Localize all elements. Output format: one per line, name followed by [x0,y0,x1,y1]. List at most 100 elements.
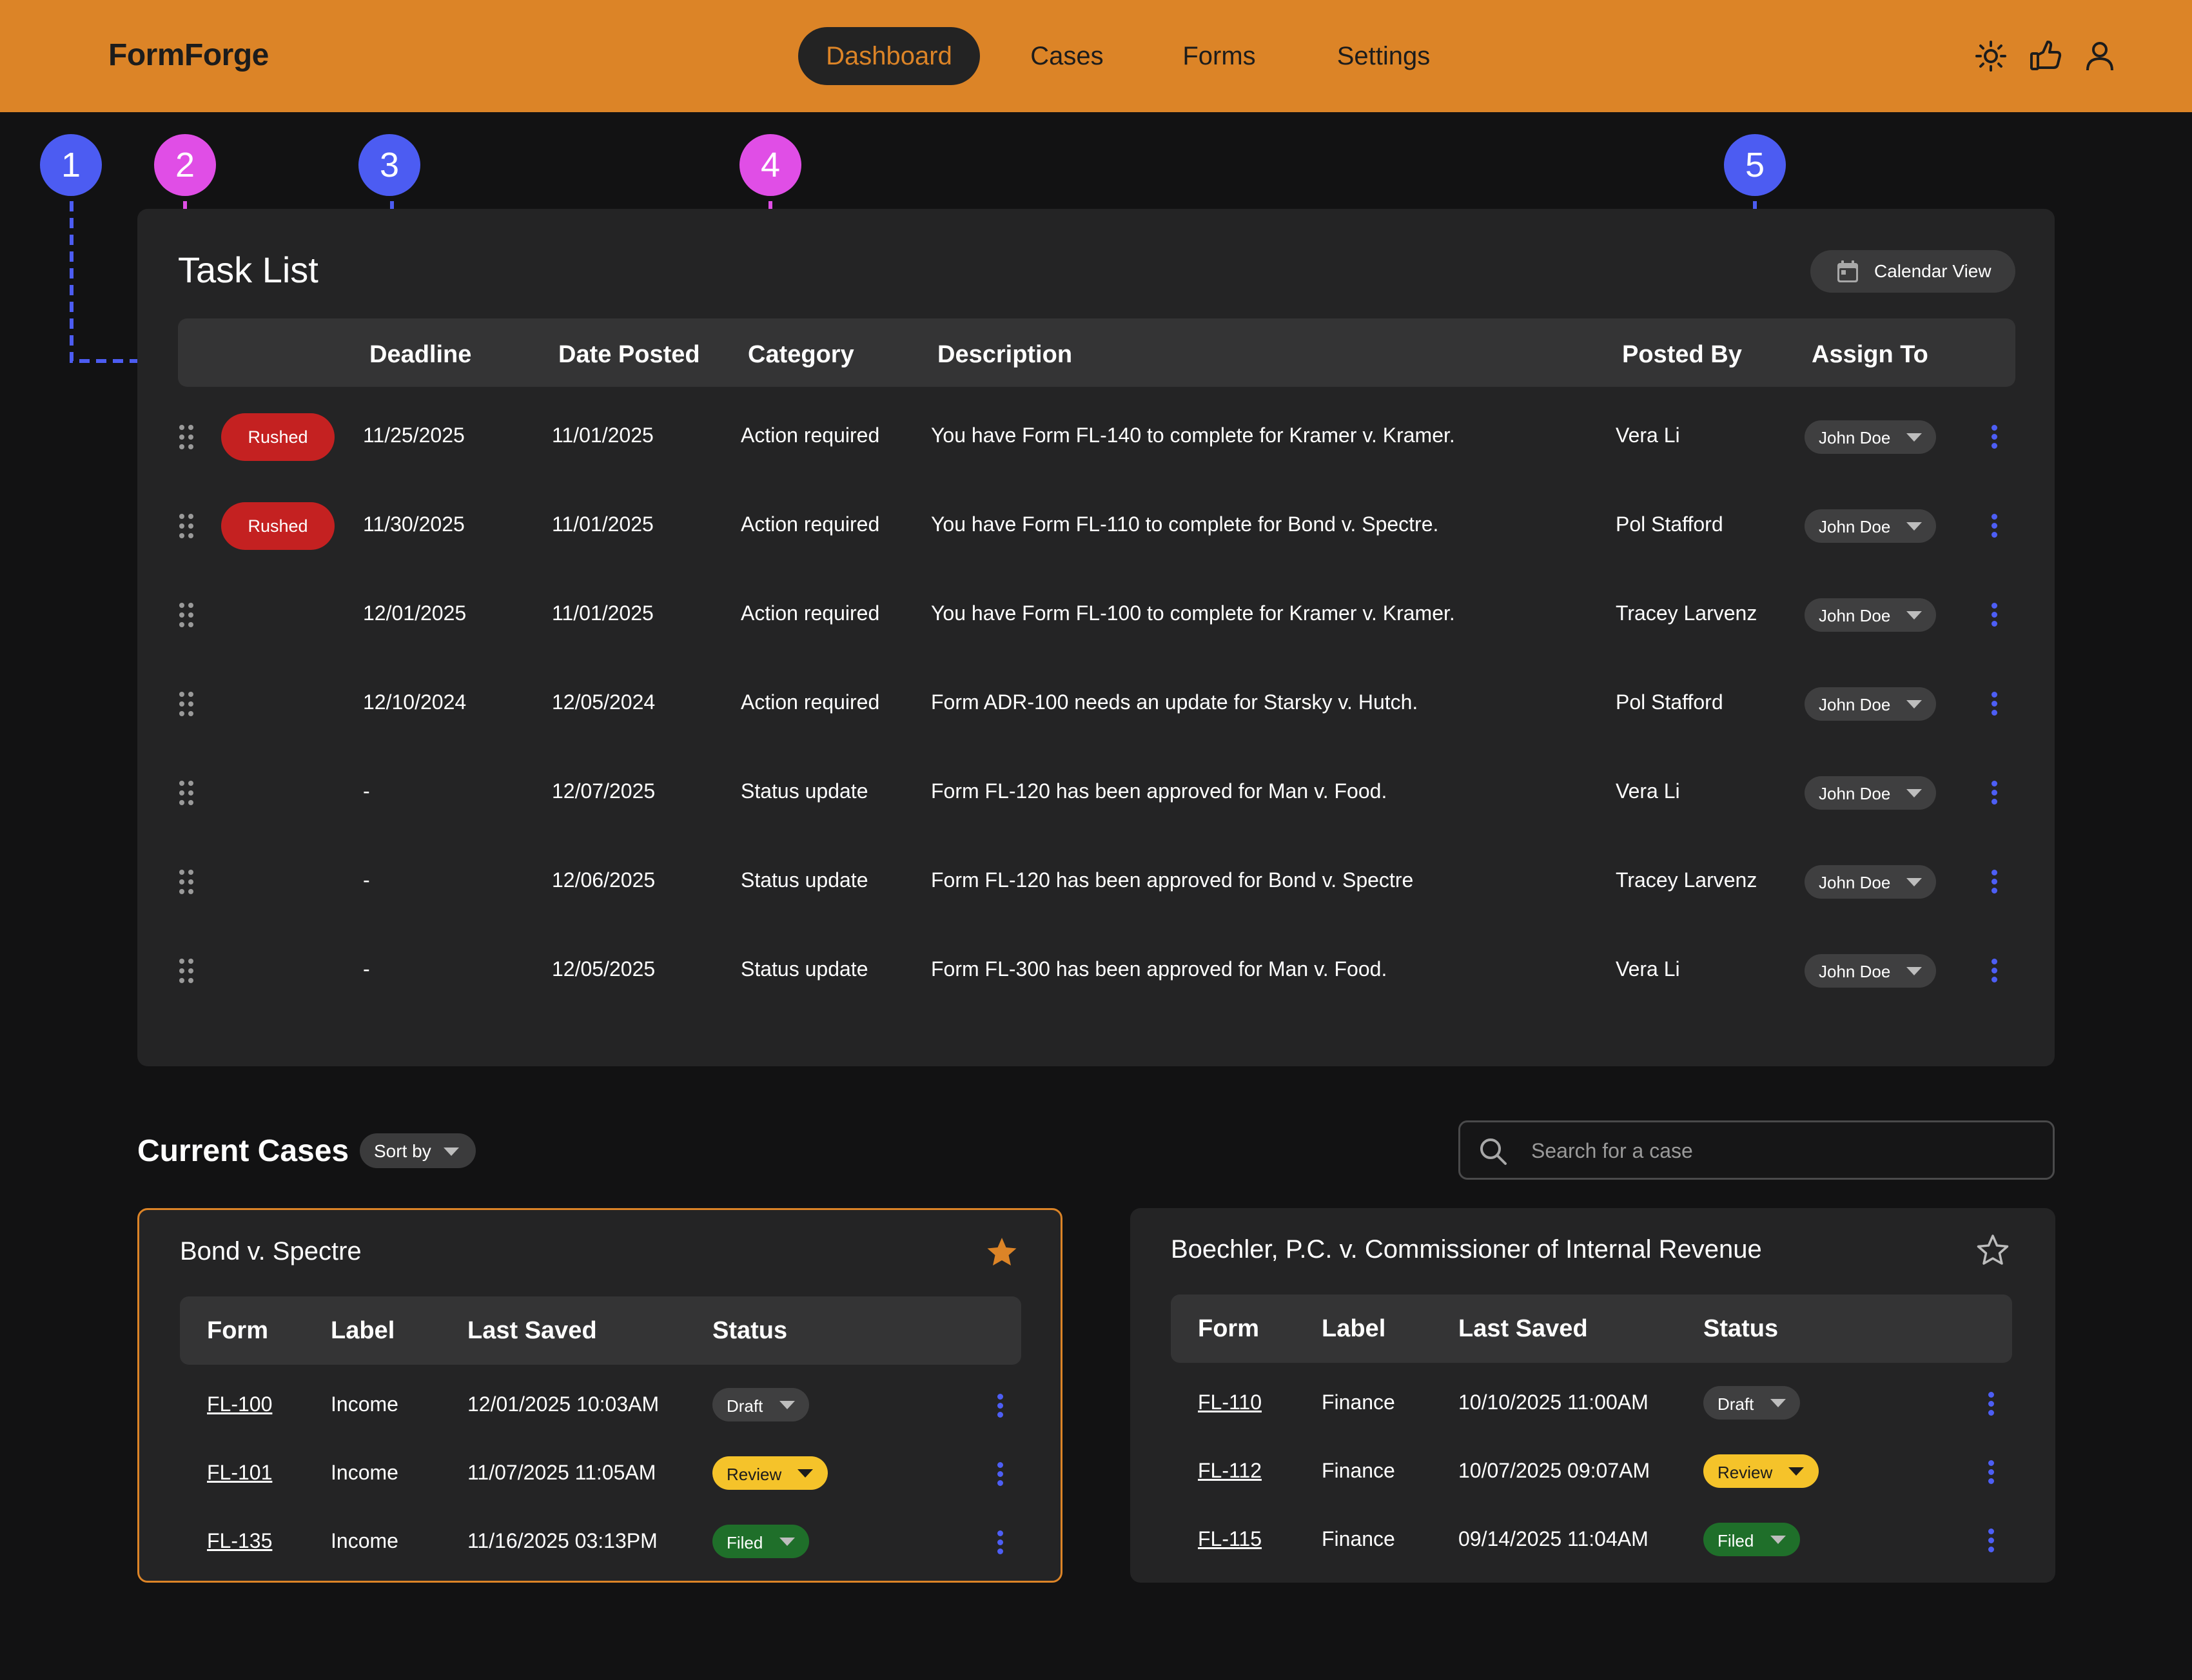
col-deadline[interactable]: Deadline [369,341,472,368]
star-outline-icon[interactable] [1975,1233,2011,1269]
user-icon[interactable] [2080,37,2119,75]
case-search-box[interactable] [1458,1120,2055,1180]
case-table-header: Form Label Last Saved Status [1171,1294,2012,1363]
status-dropdown[interactable]: Draft [1703,1386,1800,1420]
col-last-saved[interactable]: Last Saved [1458,1315,1588,1342]
kebab-dot [1991,532,1997,538]
more-options-icon[interactable] [1981,777,2007,809]
calendar-view-button[interactable]: Calendar View [1810,250,2015,293]
search-input[interactable] [1531,1134,2034,1167]
more-options-icon[interactable] [1981,421,2007,453]
assign-to-dropdown[interactable]: John Doe [1805,687,1936,721]
kebab-dot [1991,781,1997,786]
thumbs-up-icon[interactable] [2026,37,2065,75]
more-options-icon[interactable] [1981,866,2007,898]
case-card-bond-v-spectre[interactable]: Bond v. Spectre Form Label Last Saved St… [137,1208,1062,1583]
star-filled-icon[interactable] [984,1235,1020,1271]
form-link[interactable]: FL-115 [1198,1527,1262,1550]
kebab-dot [1988,1460,1994,1466]
more-options-icon[interactable] [987,1527,1013,1559]
category-cell: Status update [741,868,868,892]
assign-to-dropdown[interactable]: John Doe [1805,954,1936,988]
col-status[interactable]: Status [712,1317,788,1344]
chevron-down-icon [779,1401,795,1409]
case-form-row: FL-135 Income 11/16/2025 03:13PM Filed [139,1509,1064,1577]
assign-to-dropdown[interactable]: John Doe [1805,776,1936,810]
drag-handle-icon[interactable] [178,690,195,718]
col-form[interactable]: Form [1198,1315,1259,1342]
col-assign-to[interactable]: Assign To [1812,341,1928,368]
status-dropdown[interactable]: Review [712,1456,828,1490]
status-dropdown[interactable]: Review [1703,1454,1819,1488]
col-status[interactable]: Status [1703,1315,1779,1342]
form-link[interactable]: FL-112 [1198,1459,1262,1482]
more-options-icon[interactable] [1981,510,2007,542]
last-saved-cell: 10/07/2025 09:07AM [1458,1459,1650,1482]
nav-dashboard[interactable]: Dashboard [798,27,980,85]
more-options-icon[interactable] [1981,688,2007,720]
col-category[interactable]: Category [748,341,854,368]
col-last-saved[interactable]: Last Saved [467,1317,597,1344]
more-options-icon[interactable] [1981,955,2007,987]
more-options-icon[interactable] [1978,1456,2004,1489]
case-name[interactable]: Bond v. Spectre [180,1237,362,1265]
col-form[interactable]: Form [207,1317,268,1344]
description-cell: Form FL-120 has been approved for Man v.… [931,779,1387,803]
task-list-title: Task List [178,249,318,290]
case-form-row: FL-100 Income 12/01/2025 10:03AM Draft [139,1372,1064,1440]
nav-forms[interactable]: Forms [1182,42,1256,70]
assign-to-dropdown[interactable]: John Doe [1805,420,1936,454]
kebab-dot [1991,612,1997,618]
more-options-icon[interactable] [1978,1525,2004,1557]
status-dropdown[interactable]: Draft [712,1388,809,1421]
rushed-badge: Rushed [221,502,335,550]
drag-handle-icon[interactable] [178,868,195,895]
sun-icon[interactable] [1972,37,2010,75]
more-options-icon[interactable] [987,1390,1013,1422]
description-cell: Form FL-300 has been approved for Man v.… [931,957,1387,981]
status-dropdown[interactable]: Filed [712,1525,809,1558]
app-logo[interactable]: FormForge [108,38,269,72]
nav-settings[interactable]: Settings [1336,42,1431,70]
drag-handle-icon[interactable] [178,424,195,451]
more-options-icon[interactable] [1981,599,2007,631]
kebab-dot [997,1471,1003,1477]
col-description[interactable]: Description [937,341,1073,368]
form-link[interactable]: FL-101 [207,1461,273,1484]
form-link[interactable]: FL-100 [207,1392,273,1416]
sort-by-dropdown[interactable]: Sort by [360,1133,476,1168]
assign-to-dropdown[interactable]: John Doe [1805,865,1936,899]
category-cell: Action required [741,424,880,447]
col-posted-by[interactable]: Posted By [1622,341,1742,368]
form-label-cell: Finance [1322,1391,1395,1414]
case-form-row: FL-115 Finance 09/14/2025 11:04AM Filed [1130,1507,2055,1575]
form-link[interactable]: FL-110 [1198,1391,1262,1414]
col-label[interactable]: Label [331,1317,395,1344]
status-dropdown[interactable]: Filed [1703,1523,1800,1556]
task-row: - 12/05/2025 Status update Form FL-300 has … [137,926,2055,1015]
annotation-marker-4: 4 [739,134,801,196]
case-name[interactable]: Boechler, P.C. v. Commissioner of Intern… [1171,1235,1762,1264]
nav-cases[interactable]: Cases [1030,42,1104,70]
drag-handle-icon[interactable] [178,513,195,540]
assign-to-dropdown[interactable]: John Doe [1805,598,1936,632]
last-saved-cell: 09/14/2025 11:04AM [1458,1527,1649,1550]
form-link[interactable]: FL-135 [207,1529,273,1552]
date-posted-cell: 12/05/2024 [552,690,656,714]
col-label[interactable]: Label [1322,1315,1386,1342]
case-card-boechler[interactable]: Boechler, P.C. v. Commissioner of Intern… [1130,1208,2055,1583]
calendar-icon [1837,260,1858,282]
drag-handle-icon[interactable] [178,779,195,806]
last-saved-cell: 10/10/2025 11:00AM [1458,1391,1649,1414]
col-date-posted[interactable]: Date Posted [558,341,700,368]
drag-handle-icon[interactable] [178,957,195,984]
task-row: 12/01/2025 11/01/2025 Action required You h… [137,571,2055,659]
more-options-icon[interactable] [1978,1388,2004,1420]
kebab-dot [1988,1410,1994,1416]
chevron-down-icon [1906,522,1922,531]
deadline-cell: 11/30/2025 [363,513,465,536]
more-options-icon[interactable] [987,1458,1013,1490]
search-icon [1480,1138,1507,1165]
drag-handle-icon[interactable] [178,601,195,629]
assign-to-dropdown[interactable]: John Doe [1805,509,1936,543]
